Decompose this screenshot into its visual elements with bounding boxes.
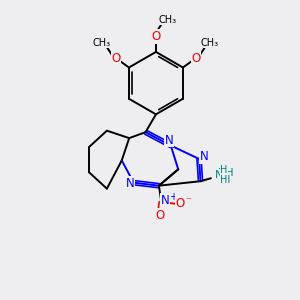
- Text: N: N: [165, 134, 174, 147]
- Text: N: N: [126, 177, 134, 190]
- Text: NH: NH: [218, 168, 233, 178]
- Text: H: H: [220, 165, 227, 175]
- Text: CH₃: CH₃: [201, 38, 219, 48]
- Text: H: H: [220, 175, 227, 185]
- Text: O: O: [175, 197, 184, 210]
- Text: N: N: [200, 150, 208, 163]
- Text: O: O: [191, 52, 201, 64]
- Text: CH₃: CH₃: [92, 38, 111, 48]
- Text: ⁻: ⁻: [185, 196, 191, 206]
- Text: O: O: [151, 30, 160, 43]
- Text: N: N: [215, 170, 223, 180]
- Text: O: O: [155, 209, 164, 222]
- Text: +: +: [169, 192, 177, 202]
- Text: H: H: [223, 175, 230, 185]
- Text: O: O: [111, 52, 121, 64]
- Text: N: N: [160, 194, 169, 207]
- Text: CH₃: CH₃: [158, 15, 176, 25]
